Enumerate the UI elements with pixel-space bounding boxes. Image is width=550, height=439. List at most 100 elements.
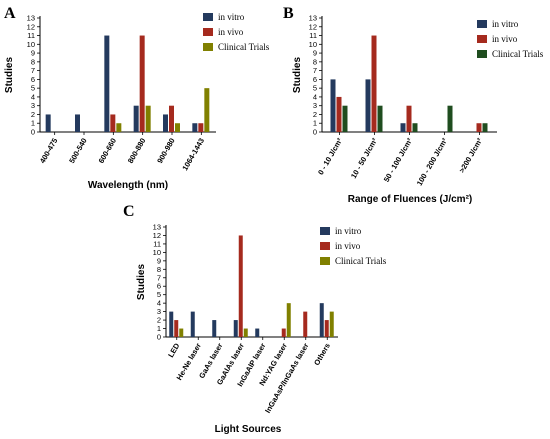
bar-clinical-trials (243, 328, 248, 337)
bar-clinical-trials (329, 311, 334, 337)
x-axis-title: Wavelength (nm) (88, 180, 168, 191)
y-tick-label: 1 (313, 119, 317, 128)
bar-clinical-trials (377, 105, 383, 132)
x-tick-label: 1064-1443 (180, 137, 206, 173)
x-tick-label: 10 - 50 J/cm² (349, 136, 380, 180)
x-tick-label: 100 - 200 J/cm² (415, 136, 450, 187)
y-tick-label: 5 (313, 84, 317, 93)
y-tick-label: 7 (31, 66, 35, 75)
y-tick-label: 9 (157, 256, 161, 265)
legend-label: in vivo (492, 34, 518, 44)
legend-label: Clinical Trials (218, 42, 270, 52)
y-tick-label: 6 (157, 282, 161, 291)
y-tick-label: 5 (31, 84, 35, 93)
bar-in-vitro (212, 320, 217, 337)
y-tick-label: 3 (157, 307, 161, 316)
legend-swatch (477, 20, 487, 28)
y-tick-label: 8 (31, 57, 35, 66)
y-tick-label: 4 (157, 299, 161, 308)
y-tick-label: 12 (153, 231, 161, 240)
legend-swatch (320, 257, 330, 265)
y-tick-label: 0 (313, 128, 317, 137)
legend-label: in vivo (335, 241, 361, 251)
x-tick-label: Others (312, 342, 332, 367)
x-tick-label: 800-880 (126, 137, 148, 165)
y-tick-label: 2 (31, 110, 35, 119)
bar-clinical-trials (145, 105, 151, 132)
bar-in-vivo (303, 311, 308, 337)
bar-in-vitro (104, 35, 110, 132)
y-tick-label: 7 (313, 66, 317, 75)
bar-in-vitro (163, 114, 168, 132)
y-tick-label: 0 (31, 128, 35, 137)
bar-in-vivo (139, 35, 145, 132)
bar-in-vitro (400, 123, 406, 132)
bar-in-vitro (255, 328, 260, 337)
y-tick-label: 13 (153, 223, 161, 232)
bar-clinical-trials (175, 123, 180, 132)
bar-clinical-trials (116, 123, 122, 132)
bar-in-vitro (75, 114, 80, 132)
y-axis-title: Studies (4, 57, 15, 94)
y-tick-label: 10 (309, 40, 317, 49)
y-tick-label: 4 (313, 92, 317, 101)
y-tick-label: 11 (153, 239, 161, 248)
y-tick-label: 11 (27, 31, 35, 40)
bar-clinical-trials (179, 328, 184, 337)
y-tick-label: 12 (27, 22, 35, 31)
bar-in-vivo (406, 105, 412, 132)
y-tick-label: 1 (157, 324, 161, 333)
panel-letter: C (123, 203, 135, 220)
y-tick-label: 8 (157, 265, 161, 274)
bar-in-vitro (365, 79, 371, 132)
bar-clinical-trials (447, 105, 453, 132)
y-tick-label: 13 (27, 14, 35, 23)
bar-clinical-trials (204, 88, 210, 132)
bar-clinical-trials (482, 123, 488, 132)
y-tick-label: 2 (157, 316, 161, 325)
x-axis-title: Range of Fluences (J/cm²) (348, 194, 472, 205)
y-axis-title: Studies (292, 57, 303, 94)
legend-swatch (203, 28, 213, 36)
legend-swatch (203, 13, 213, 21)
y-tick-label: 12 (309, 22, 317, 31)
y-tick-label: 9 (313, 49, 317, 58)
bar-in-vitro (169, 311, 174, 337)
y-tick-label: 11 (309, 31, 317, 40)
bar-in-vivo (281, 328, 286, 337)
y-tick-label: 7 (157, 273, 161, 282)
x-tick-label: LED (166, 341, 182, 359)
bar-in-vivo (174, 320, 179, 337)
bar-clinical-trials (286, 303, 291, 337)
legend-label: Clinical Trials (492, 49, 544, 59)
legend-swatch (203, 43, 213, 51)
legend-label: Clinical Trials (335, 256, 387, 266)
x-tick-label: 50 - 100 J/cm² (382, 136, 415, 184)
y-tick-label: 2 (313, 110, 317, 119)
y-tick-label: 9 (31, 49, 35, 58)
bar-in-vitro (319, 303, 324, 337)
bar-in-vivo (169, 105, 174, 132)
bar-in-vivo (371, 35, 377, 132)
y-tick-label: 3 (31, 101, 35, 110)
legend-swatch (477, 35, 487, 43)
y-tick-label: 0 (157, 333, 161, 342)
y-tick-label: 13 (309, 14, 317, 23)
legend-swatch (320, 227, 330, 235)
x-tick-label: 500-540 (67, 137, 89, 165)
x-tick-label: 600-660 (97, 137, 119, 165)
legend-label: in vitro (335, 226, 362, 236)
legend-label: in vivo (218, 27, 244, 37)
bar-in-vivo (238, 235, 243, 337)
x-tick-label: 400-475 (38, 137, 60, 165)
y-tick-label: 5 (157, 290, 161, 299)
y-tick-label: 3 (313, 101, 317, 110)
panel-letter: B (283, 5, 294, 22)
bar-in-vitro (190, 311, 195, 337)
bar-clinical-trials (412, 123, 418, 132)
y-tick-label: 1 (31, 119, 35, 128)
x-tick-label: >200 J/cm² (457, 136, 484, 174)
